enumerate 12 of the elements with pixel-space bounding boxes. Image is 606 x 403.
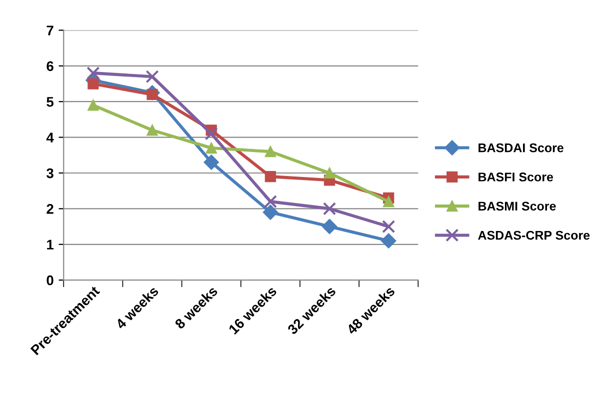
y-tick-label: 3 [46, 168, 54, 178]
legend-label: BASDAI Score [478, 143, 564, 152]
y-tick-label: 4 [46, 132, 54, 142]
legend-label: BASFI Score [478, 172, 554, 182]
y-tick-label: 7 [46, 26, 54, 36]
y-tick-label: 1 [47, 240, 54, 250]
y-tick-label: 0 [46, 275, 54, 286]
y-tick-label: 5 [46, 97, 54, 107]
y-tick-label: 6 [46, 61, 54, 72]
y-tick-label: 2 [46, 204, 54, 214]
legend-label: ASDAS-CRP Score [478, 230, 590, 240]
legend-label: BASMI Score [478, 202, 556, 211]
